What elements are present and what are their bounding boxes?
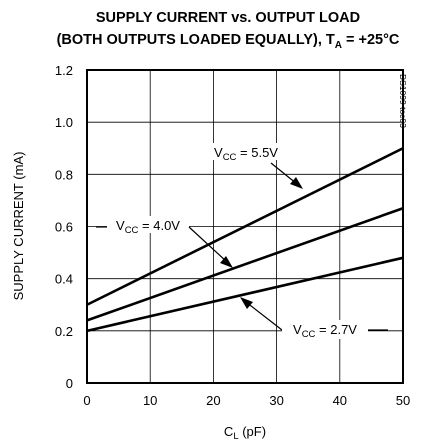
annotation-2-7v-leader [245, 301, 283, 331]
annotation-5-5v-arrowhead [290, 177, 303, 189]
y-axis-label: SUPPLY CURRENT (mA) [11, 152, 26, 301]
annotation-2-7v-text: VCC = 2.7V [293, 322, 357, 340]
annotation-4-0v-tail: = 4.0V [138, 218, 180, 233]
annotation-4-0v: VCC = 4.0V [96, 216, 233, 268]
x-axis-label-tail: (pF) [239, 424, 266, 439]
chart-title-line1: SUPPLY CURRENT vs. OUTPUT LOAD [96, 10, 360, 26]
annotation-4-0v-arrowhead [220, 256, 233, 268]
y-tick-label-2: 0.4 [55, 272, 73, 287]
annotation-5-5v-leader [270, 162, 298, 185]
series-line-1 [86, 207, 404, 322]
annotation-2-7v: VCC = 2.7V [240, 297, 388, 340]
x-tick-label-4: 40 [333, 393, 347, 408]
annotation-5-5v-sub: CC [223, 152, 237, 163]
annotation-5-5v: VCC = 5.5V [197, 143, 303, 189]
annotation-5-5v-tail: = 5.5V [236, 145, 278, 160]
annotation-2-7v-tail: = 2.7V [315, 322, 357, 337]
annotation-5-5v-main: V [214, 145, 223, 160]
annotation-4-0v-text: VCC = 4.0V [116, 218, 180, 236]
annotation-4-0v-main: V [116, 218, 125, 233]
annotation-2-7v-arrowhead [240, 297, 253, 309]
chart-title-line2-main: (BOTH OUTPUTS LOADED EQUALLY), T [57, 32, 335, 48]
x-axis-label-sub: L [233, 431, 238, 442]
annotation-4-0v-bg [107, 216, 189, 233]
chart-title-line2-sub: A [335, 40, 342, 51]
figure-code-label: DS1099 toc03 [398, 74, 408, 128]
y-tick-label-4: 0.8 [55, 167, 73, 182]
x-tick-label-0: 0 [83, 393, 90, 408]
annotation-4-0v-sub: CC [125, 225, 139, 236]
annotation-4-0v-leader [188, 226, 228, 263]
x-tick-label-5: 50 [396, 393, 410, 408]
x-axis-label: CL (pF) [224, 424, 266, 442]
chart-title-line2: (BOTH OUTPUTS LOADED EQUALLY), TA = +25°… [57, 32, 400, 51]
x-tick-label-1: 10 [143, 393, 157, 408]
y-tick-label-0: 0 [66, 376, 73, 391]
tick-labels: 0 10 20 30 40 50 0 0.2 0.4 0.6 0.8 1.0 1.2 [55, 63, 410, 408]
annotation-2-7v-bg [282, 320, 368, 339]
chart-title-line2-tail: = +25°C [342, 32, 400, 48]
series-line-2 [86, 256, 404, 333]
y-tick-label-5: 1.0 [55, 115, 73, 130]
annotation-2-7v-sub: CC [302, 329, 316, 340]
x-axis-label-main: C [224, 424, 233, 439]
x-tick-label-3: 30 [269, 393, 283, 408]
series-line-0 [86, 147, 404, 306]
y-tick-label-6: 1.2 [55, 63, 73, 78]
annotation-5-5v-text: VCC = 5.5V [214, 145, 278, 163]
annotation-2-7v-main: V [293, 322, 302, 337]
x-tick-label-2: 20 [206, 393, 220, 408]
annotation-5-5v-bg [197, 143, 295, 160]
series-lines [86, 147, 404, 333]
plot-frame [86, 69, 404, 384]
y-tick-label-1: 0.2 [55, 324, 73, 339]
y-tick-label-3: 0.6 [55, 220, 73, 235]
